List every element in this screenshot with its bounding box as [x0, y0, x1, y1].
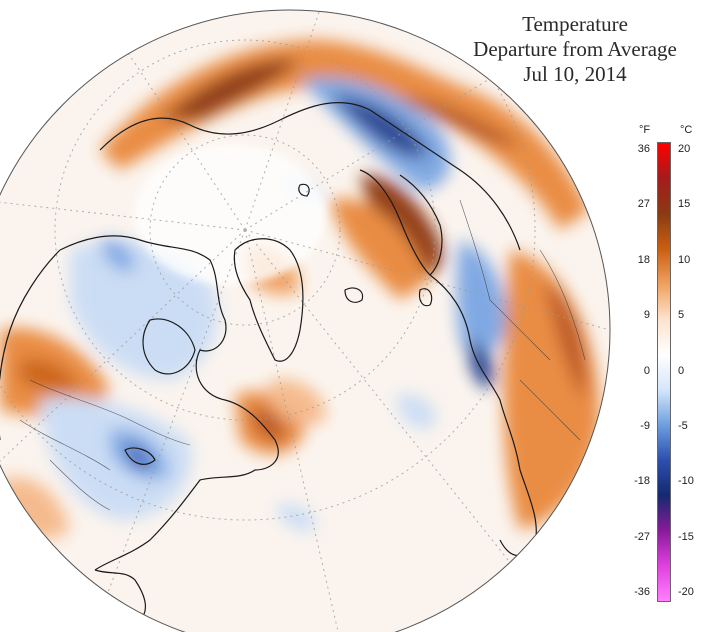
- iceland-coast: [344, 287, 364, 303]
- europe-coast: [429, 274, 521, 471]
- title-line-1: Temperature: [522, 12, 628, 36]
- coastlines: [0, 102, 537, 621]
- us-gulf-coast: [94, 569, 147, 621]
- legend-tick-f: 27: [637, 198, 650, 211]
- legend-tick-c: -10: [678, 475, 694, 488]
- legend-tick-f: -27: [634, 530, 650, 543]
- legend-tick-c: 15: [678, 198, 691, 211]
- color-scale-bar: [657, 142, 671, 602]
- legend-tick-f: 0: [643, 364, 650, 377]
- legend-tick-c: -15: [678, 530, 694, 543]
- legend-tick-c: 0: [678, 364, 685, 377]
- legend-tick-f: -18: [634, 475, 650, 488]
- russia-coast: [99, 102, 521, 251]
- legend-tick-f: 18: [637, 253, 650, 266]
- legend-tick-c: 20: [678, 143, 691, 155]
- canada-coast: [59, 235, 279, 571]
- legend-tick-f: -36: [634, 586, 650, 598]
- hudson-bay: [142, 318, 196, 375]
- map-title: Temperature Departure from Average Jul 1…: [448, 12, 702, 87]
- anomaly-field: [0, 40, 600, 540]
- greenland-coast: [233, 238, 304, 362]
- title-line-2: Departure from Average: [473, 37, 677, 61]
- borders: [19, 199, 586, 511]
- legend-tick-f: 36: [637, 143, 650, 155]
- legend-tick-c: -20: [678, 586, 694, 598]
- great-lakes: [124, 447, 156, 465]
- legend-tick-f: -9: [640, 419, 650, 432]
- legend-tick-c: -5: [678, 419, 688, 432]
- title-line-3: Jul 10, 2014: [523, 62, 627, 86]
- legend-tick-c: 10: [678, 253, 691, 266]
- uk-coast: [418, 288, 433, 307]
- legend-unit-c: °C: [680, 124, 693, 136]
- svalbard-coast: [298, 183, 310, 197]
- globe-outline: [0, 9, 611, 632]
- legend-tick-f: 9: [643, 309, 650, 322]
- alaska-coast: [0, 249, 61, 441]
- legend-unit-f: °F: [639, 124, 651, 136]
- arctic-core: [135, 145, 325, 285]
- legend-tick-c: 5: [678, 309, 685, 322]
